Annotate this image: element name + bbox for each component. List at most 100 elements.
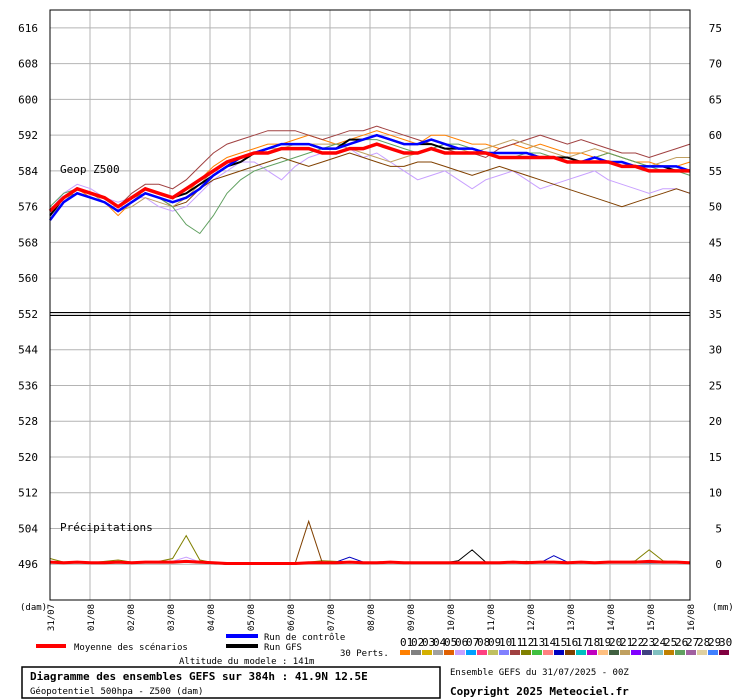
pert-number: 22 [631, 636, 644, 649]
pert-swatch [719, 650, 729, 655]
pert-number: 04 [433, 636, 447, 649]
pert-number: 07 [466, 636, 479, 649]
right-tick-label: 30 [709, 344, 722, 357]
pert-swatch [686, 650, 696, 655]
x-tick-label: 16/08 [687, 604, 697, 631]
x-tick-label: 07/08 [327, 604, 337, 631]
pert-number: 20 [609, 636, 622, 649]
right-tick-label: 45 [709, 236, 722, 249]
pert-swatch [411, 650, 421, 655]
right-tick-label: 70 [709, 58, 722, 71]
right-tick-label: 60 [709, 129, 722, 142]
left-tick-label: 608 [18, 58, 38, 71]
pert-number: 28 [697, 636, 710, 649]
pert-number: 01 [400, 636, 413, 649]
pert-swatch [521, 650, 531, 655]
footer-title-line1: Diagramme des ensembles GEFS sur 384h : … [30, 670, 368, 683]
left-tick-label: 520 [18, 451, 38, 464]
left-tick-label: 544 [18, 344, 38, 357]
pert-number: 15 [554, 636, 567, 649]
right-tick-label: 15 [709, 451, 722, 464]
x-tick-label: 01/08 [87, 604, 97, 631]
right-tick-label: 35 [709, 308, 722, 321]
pert-number: 08 [477, 636, 490, 649]
pert-swatch [455, 650, 465, 655]
left-tick-label: 560 [18, 272, 38, 285]
x-tick-label: 04/08 [207, 604, 217, 631]
right-tick-label: 10 [709, 487, 722, 500]
mean-z500-line [48, 142, 690, 213]
pert-number: 17 [576, 636, 589, 649]
x-tick-label: 13/08 [567, 604, 577, 631]
pert-swatch [433, 650, 443, 655]
pert-number: 21 [620, 636, 633, 649]
left-tick-label: 528 [18, 415, 38, 428]
mean-precip-line [49, 559, 691, 565]
pert-swatch [587, 650, 597, 655]
main-series [48, 133, 691, 565]
x-tick-label: 02/08 [127, 604, 137, 631]
pert-swatch [477, 650, 487, 655]
left-unit-label: (dam) [20, 603, 47, 613]
pert-swatch [543, 650, 553, 655]
pert-number: 11 [510, 636, 523, 649]
pert-number: 24 [653, 636, 667, 649]
pert-swatch [554, 650, 564, 655]
x-tick-label: 15/08 [647, 604, 657, 631]
pert-swatch [422, 650, 432, 655]
pert-number: 16 [565, 636, 578, 649]
left-tick-label: 496 [18, 558, 38, 571]
x-tick-label: 08/08 [367, 604, 377, 631]
chart-grid [49, 10, 691, 600]
right-axis-ticks: 0 5 10 15 20 25 30 35 40 45 50 55 60 65 70 75 [709, 22, 722, 571]
plot-frame [49, 9, 691, 601]
right-tick-label: 75 [709, 22, 722, 35]
pert-swatch [664, 650, 674, 655]
pert-number: 30 [719, 636, 732, 649]
left-tick-label: 592 [18, 129, 38, 142]
perturbation-legend: 0102030405060708091011121314151617181920… [400, 636, 732, 655]
pert-swatch [653, 650, 663, 655]
pert-swatch [697, 650, 707, 655]
x-tick-label: 03/08 [167, 604, 177, 631]
left-tick-label: 568 [18, 236, 38, 249]
pert-swatch [565, 650, 575, 655]
pert-number: 10 [499, 636, 512, 649]
right-tick-label: 50 [709, 201, 722, 214]
pert-number: 06 [455, 636, 468, 649]
pert-number: 05 [444, 636, 457, 649]
pert-number: 18 [587, 636, 600, 649]
x-axis-ticks: 31/07 01/08 02/08 03/08 04/08 05/08 06/08 07/08… [47, 604, 697, 631]
pert-number: 25 [664, 636, 677, 649]
right-tick-label: 55 [709, 165, 722, 178]
footer-title-line2: Géopotentiel 500hpa - Z500 (dam) [30, 686, 203, 697]
x-tick-label: 31/07 [47, 604, 57, 631]
pert-swatch [488, 650, 498, 655]
pert-swatch [642, 650, 652, 655]
x-tick-label: 05/08 [247, 604, 257, 631]
pert-swatch [598, 650, 608, 655]
pert-number: 09 [488, 636, 501, 649]
x-tick-label: 10/08 [447, 604, 457, 631]
pert-number: 13 [532, 636, 545, 649]
pert-swatch [609, 650, 619, 655]
right-tick-label: 5 [715, 522, 722, 535]
right-unit-label: (mm) [712, 603, 734, 613]
member-z500-line [49, 125, 691, 221]
reference-line-552 [50, 311, 690, 316]
pert-swatch [400, 650, 410, 655]
pert-number: 03 [422, 636, 435, 649]
x-tick-label: 11/08 [487, 604, 497, 631]
footer-title-box [21, 666, 441, 699]
left-axis-ticks: 496 504 512 520 528 536 544 552 560 568 576 584 592 6… [18, 22, 38, 571]
pert-swatch [576, 650, 586, 655]
left-tick-label: 600 [18, 93, 38, 106]
right-tick-label: 20 [709, 415, 722, 428]
ensemble-info: Ensemble GEFS du 31/07/2025 - 00Z [450, 668, 629, 678]
pert-swatch [466, 650, 476, 655]
x-tick-label: 06/08 [287, 604, 297, 631]
member-z500-line [49, 139, 690, 216]
left-tick-label: 536 [18, 379, 38, 392]
left-tick-label: 512 [18, 487, 38, 500]
